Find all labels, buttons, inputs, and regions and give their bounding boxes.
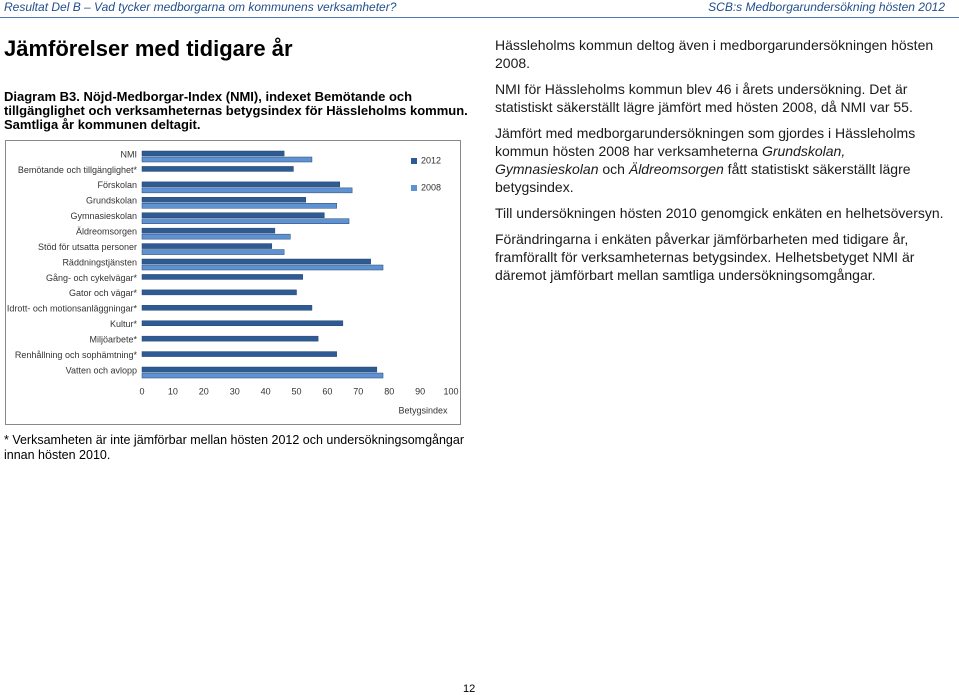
y-tick-label: Gator och vägar*	[69, 288, 138, 298]
paragraph: Förändringarna i enkäten påverkar jämför…	[495, 230, 950, 284]
bar	[141, 243, 273, 249]
legend-label: 2012	[421, 155, 441, 165]
legend-swatch	[411, 185, 417, 191]
bar	[141, 166, 294, 172]
bar	[141, 218, 350, 224]
bar	[141, 264, 384, 271]
header-rule	[0, 17, 959, 18]
text-run: Hässleholms kommun deltog även i medborg…	[495, 37, 934, 71]
bar	[141, 181, 341, 188]
x-tick-label: 60	[322, 386, 332, 396]
x-tick-label: 90	[415, 386, 425, 396]
header-right: SCB:s Medborgarundersökning hösten 2012	[708, 0, 945, 14]
x-tick-label: 40	[261, 386, 271, 396]
bar	[141, 372, 384, 379]
x-tick-label: 30	[230, 386, 240, 396]
legend-swatch	[411, 158, 417, 164]
y-tick-label: Äldreomsorgen	[76, 227, 137, 237]
x-tick-label: 50	[291, 386, 301, 396]
y-tick-label: Förskolan	[97, 180, 137, 190]
x-tick-label: 20	[199, 386, 209, 396]
y-tick-label: Kultur*	[110, 319, 138, 329]
bar	[141, 156, 313, 163]
caption: Diagram B3. Nöjd-Medborgar-Index (NMI), …	[4, 89, 468, 132]
y-tick-label: Miljöarbete*	[89, 335, 137, 345]
bar	[141, 258, 371, 265]
header-left: Resultat Del B – Vad tycker medborgarna …	[4, 0, 397, 14]
bar	[141, 197, 307, 203]
heading: Jämförelser med tidigare år	[4, 36, 293, 61]
y-tick-label: Vatten och avlopp	[66, 365, 137, 375]
x-axis-label: Betygsindex	[398, 405, 448, 415]
paragraph: Jämfört med medborgarundersökningen som …	[495, 124, 950, 196]
text-run: Till undersökningen hösten 2010 genomgic…	[495, 205, 944, 221]
paragraph: NMI för Hässleholms kommun blev 46 i åre…	[495, 80, 950, 116]
bar	[141, 227, 276, 234]
bar	[141, 320, 344, 326]
bar	[141, 351, 337, 357]
text-run: och	[598, 161, 629, 177]
paragraph: Hässleholms kommun deltog även i medborg…	[495, 36, 950, 72]
y-tick-label: NMI	[121, 149, 138, 159]
body-text: Hässleholms kommun deltog även i medborg…	[495, 36, 950, 292]
bar	[141, 366, 378, 373]
page-number: 12	[463, 683, 476, 695]
x-tick-label: 80	[384, 386, 394, 396]
y-tick-label: Gång- och cykelvägar*	[46, 273, 138, 283]
bar	[141, 187, 353, 194]
y-tick-label: Räddningstjänsten	[62, 257, 137, 267]
bar	[141, 233, 291, 240]
x-tick-label: 100	[443, 386, 458, 396]
paragraph: Till undersökningen hösten 2010 genomgic…	[495, 204, 950, 222]
footnote: * Verksamheten är inte jämförbar mellan …	[4, 433, 464, 462]
x-tick-label: 0	[139, 386, 144, 396]
bar	[141, 289, 297, 296]
y-tick-label: Gymnasieskolan	[70, 211, 137, 221]
text-run: NMI för Hässleholms kommun blev 46 i åre…	[495, 81, 913, 115]
text-run: fått statistiskt säkerställt lägre betyg…	[495, 161, 911, 195]
x-tick-label: 70	[353, 386, 363, 396]
y-tick-label: Grundskolan	[86, 196, 137, 206]
bar	[141, 212, 325, 218]
y-tick-label: Stöd för utsatta personer	[38, 242, 137, 252]
y-tick-label: Bemötande och tillgänglighet*	[18, 165, 138, 175]
x-tick-label: 10	[168, 386, 178, 396]
bar	[141, 203, 337, 209]
text-run: Grundskolan, Gymnasieskolan	[495, 143, 846, 177]
bar	[141, 150, 285, 157]
bar	[141, 274, 303, 280]
y-tick-label: Renhållning och sophämtning*	[15, 350, 138, 360]
bar	[141, 335, 319, 342]
text-run: Jämfört med medborgarundersökningen som …	[495, 125, 916, 159]
legend-label: 2008	[421, 182, 441, 192]
chart: 0 10 20 30 40 50 60 70 80 90 100 Betygsindex NMI Bemö…	[5, 140, 461, 425]
text-run: Förändringarna i enkäten påverkar jämför…	[495, 231, 915, 283]
y-tick-label: Idrott- och motionsanläggningar*	[7, 304, 138, 314]
text-run: Äldreomsorgen	[628, 161, 724, 177]
bar	[141, 249, 285, 255]
bar	[141, 305, 313, 311]
